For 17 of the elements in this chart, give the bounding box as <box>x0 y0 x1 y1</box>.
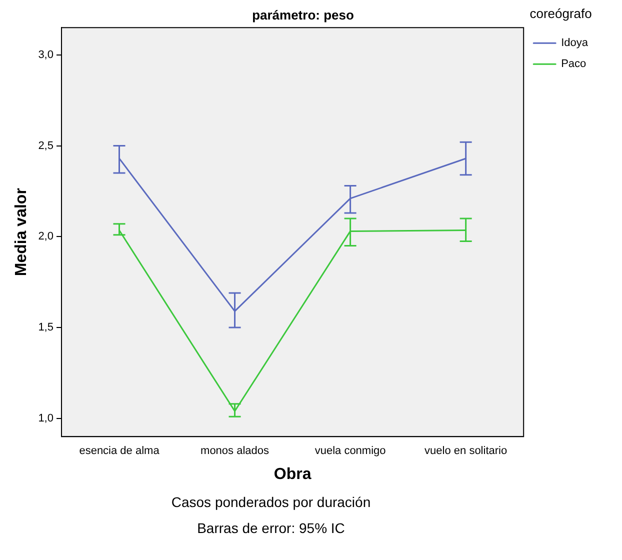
x-tick-label: vuelo en solitario <box>424 445 508 458</box>
x-tick-label: monos alados <box>200 445 270 458</box>
text: Casos ponderados por duración <box>170 494 372 510</box>
y-tick-label: 1,5 <box>38 322 54 334</box>
x-tick-label: esencia de alma <box>79 445 160 458</box>
y-tick-label: 2,5 <box>38 140 54 152</box>
legend-label: Paco <box>561 58 586 70</box>
y-tick-label: 3,0 <box>38 48 54 61</box>
y-tick-label: 2,0 <box>38 230 54 243</box>
chart-title: parámetro: peso <box>252 7 354 22</box>
y-axis-title: Media valor <box>13 188 30 276</box>
legend-label: Idoya <box>561 37 589 50</box>
text: Barras de error: 95% IC <box>196 520 346 536</box>
x-axis-title: Obra <box>274 466 312 483</box>
y-tick-label: 1,0 <box>38 412 54 424</box>
x-tick-label: vuela conmigo <box>314 445 386 458</box>
legend-title: coreógrafo <box>530 6 592 22</box>
